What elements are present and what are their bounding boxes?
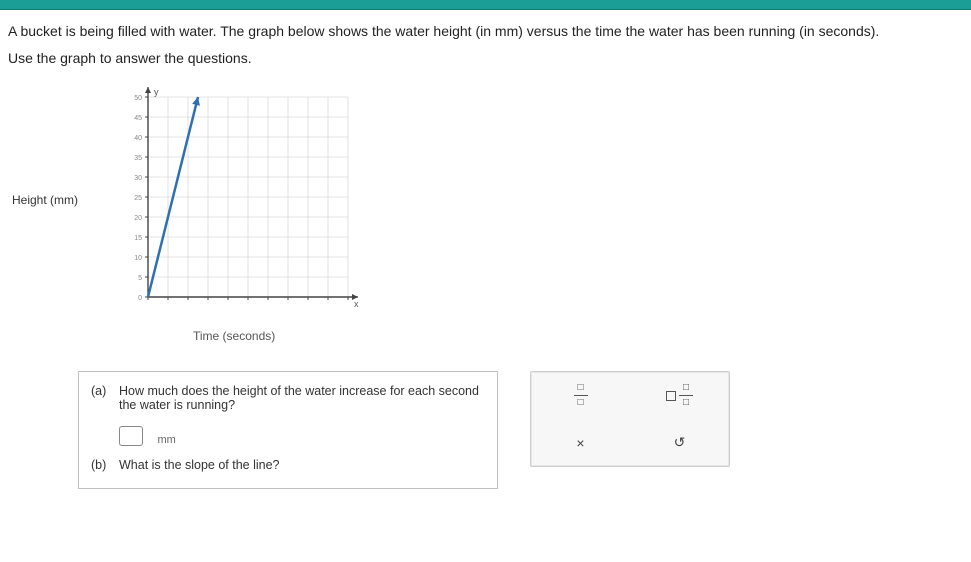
svg-text:20: 20	[134, 215, 142, 222]
problem-line-2: Use the graph to answer the questions.	[8, 45, 963, 72]
fraction-top: □	[577, 383, 583, 393]
question-b-text: What is the slope of the line?	[119, 458, 280, 472]
question-a-letter: (a)	[91, 384, 119, 412]
mixed-number-tool[interactable]: □ □	[659, 381, 701, 411]
math-toolbox: □ □ □ □ × ↺	[530, 371, 730, 467]
answer-a-unit: mm	[157, 434, 175, 446]
answer-a-row: mm	[91, 420, 485, 458]
svg-text:45: 45	[134, 115, 142, 122]
problem-statement: A bucket is being filled with water. The…	[8, 18, 963, 71]
whole-box-icon	[666, 391, 676, 401]
problem-content: A bucket is being filled with water. The…	[8, 18, 963, 489]
reset-icon: ↺	[674, 434, 686, 451]
svg-text:15: 15	[134, 235, 142, 242]
delete-icon: ×	[576, 435, 584, 451]
question-a-text: How much does the height of the water in…	[119, 384, 485, 412]
question-b: (b) What is the slope of the line?	[91, 458, 485, 472]
svg-text:5: 5	[138, 275, 142, 282]
svg-text:40: 40	[134, 135, 142, 142]
questions-row: (a) How much does the height of the wate…	[78, 371, 963, 489]
fraction-bottom: □	[577, 398, 583, 408]
svg-text:50: 50	[134, 95, 142, 102]
mixed-top: □	[683, 383, 689, 393]
svg-text:y: y	[154, 87, 159, 97]
svg-text:30: 30	[134, 175, 142, 182]
svg-text:35: 35	[134, 155, 142, 162]
mixed-bar-icon	[679, 395, 693, 396]
answer-a-input[interactable]	[119, 426, 143, 446]
svg-text:x: x	[354, 299, 359, 309]
delete-tool[interactable]: ×	[560, 428, 602, 458]
question-b-letter: (b)	[91, 458, 119, 472]
svg-text:0: 0	[138, 295, 142, 302]
line-chart: 0 5 10 15 20 25 30 35 40 45 50 y x	[118, 87, 378, 327]
fraction-bar-icon	[574, 395, 588, 396]
x-axis-label: Time (seconds)	[193, 329, 275, 343]
svg-text:10: 10	[134, 255, 142, 262]
fraction-tool[interactable]: □ □	[560, 381, 602, 411]
reset-tool[interactable]: ↺	[659, 428, 701, 458]
y-axis-label: Height (mm)	[12, 193, 78, 207]
question-a: (a) How much does the height of the wate…	[91, 384, 485, 412]
chart-container: Height (mm) Time (seconds) 0510152025303…	[18, 83, 438, 343]
mixed-bottom: □	[683, 398, 689, 408]
svg-text:25: 25	[134, 195, 142, 202]
problem-line-1: A bucket is being filled with water. The…	[8, 18, 963, 45]
question-box: (a) How much does the height of the wate…	[78, 371, 498, 489]
window-topbar	[0, 0, 971, 10]
